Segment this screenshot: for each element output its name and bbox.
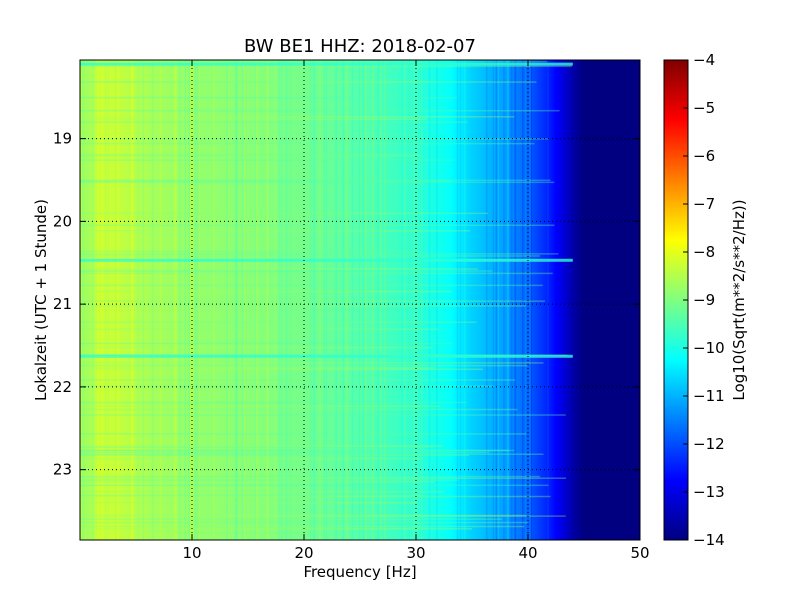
y-tick-label: 22 xyxy=(53,378,72,396)
chart-title: BW BE1 HHZ: 2018-02-07 xyxy=(244,36,476,57)
x-tick-label: 10 xyxy=(182,544,201,562)
colorbar: −4 −5 −6 −7 −8 −9 −10 −11 −12 −13 −14 Log10(Sqrt(m… xyxy=(663,51,748,549)
colorbar-tick-label: −6 xyxy=(693,147,715,165)
x-axis-label: Frequency [Hz] xyxy=(303,563,416,581)
plot-frame xyxy=(79,59,641,541)
spectrogram-base xyxy=(80,60,640,540)
colorbar-tick-label: −10 xyxy=(693,339,725,357)
colorbar-tick-label: −13 xyxy=(693,483,725,501)
y-tick-label: 19 xyxy=(53,130,72,148)
colorbar-tick-label: −8 xyxy=(693,243,715,261)
y-tick-label: 20 xyxy=(53,212,72,230)
x-tick-label: 20 xyxy=(294,544,313,562)
x-tick-label: 30 xyxy=(406,544,425,562)
x-tick-label: 40 xyxy=(518,544,537,562)
y-tick-label: 21 xyxy=(53,295,72,313)
x-axis: 10 20 30 40 50 xyxy=(182,60,650,562)
event-band xyxy=(80,354,573,358)
colorbar-tick-label: −7 xyxy=(693,195,715,213)
colorbar-tick-label: −11 xyxy=(693,387,725,405)
colorbar-tick-label: −5 xyxy=(693,99,715,117)
colorbar-tick-label: −4 xyxy=(693,51,715,69)
colorbar-label: Log10(Sqrt(m**2/s**2/Hz)) xyxy=(730,199,748,400)
y-axis-label: Lokalzeit (UTC + 1 Stunde) xyxy=(32,199,50,401)
colorbar-tick-label: −9 xyxy=(693,291,715,309)
event-band xyxy=(80,62,573,66)
x-tick-label: 50 xyxy=(630,544,649,562)
spectrogram-image xyxy=(80,60,640,540)
event-band xyxy=(80,258,573,262)
colorbar-tick-label: −14 xyxy=(693,531,725,549)
y-axis: 19 20 21 22 23 xyxy=(53,130,640,479)
grid xyxy=(80,60,640,540)
y-tick-label: 23 xyxy=(53,461,72,479)
colorbar-tick-label: −12 xyxy=(693,435,725,453)
